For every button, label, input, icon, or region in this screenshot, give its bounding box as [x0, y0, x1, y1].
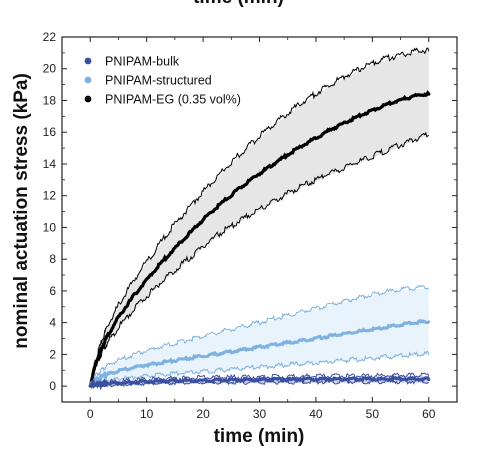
y-tick-label: 0 — [49, 379, 56, 393]
legend-marker-1 — [85, 77, 92, 84]
legend-marker-2 — [85, 96, 92, 103]
x-axis-title: time (min) — [214, 426, 305, 447]
y-tick-label: 8 — [49, 252, 56, 266]
y-tick-label: 14 — [43, 157, 57, 171]
x-tick-label: 20 — [196, 407, 210, 421]
x-tick-label: 50 — [366, 407, 380, 421]
y-tick-label: 10 — [43, 220, 57, 234]
x-tick-label: 0 — [87, 407, 94, 421]
legend: PNIPAM-bulk PNIPAM-structured PNIPAM-EG (0… — [85, 55, 241, 107]
y-tick-label: 2 — [49, 347, 56, 361]
y-tick-label: 18 — [43, 93, 57, 107]
y-tick-label: 16 — [43, 125, 57, 139]
y-tick-label: 4 — [49, 316, 56, 330]
y-tick-label: 20 — [43, 62, 57, 76]
y-axis-title: nominal actuation stress (kPa) — [11, 73, 32, 349]
legend-label-2: PNIPAM-EG (0.35 vol%) — [105, 93, 241, 107]
legend-marker-0 — [85, 58, 92, 65]
y-tick-label: 12 — [43, 189, 57, 203]
y-tick-label: 6 — [49, 284, 56, 298]
x-tick-label: 30 — [253, 407, 267, 421]
x-tick-label: 60 — [422, 407, 436, 421]
x-tick-label: 40 — [309, 407, 323, 421]
x-tick-label: 10 — [140, 407, 154, 421]
legend-label-1: PNIPAM-structured — [105, 74, 212, 88]
y-tick-label: 22 — [43, 30, 57, 44]
legend-label-0: PNIPAM-bulk — [105, 55, 180, 69]
cut-off-top-label: time (min) — [0, 0, 477, 9]
